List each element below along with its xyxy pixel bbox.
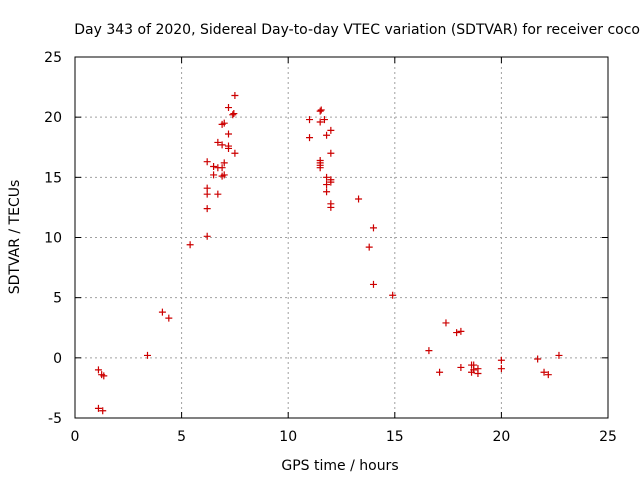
x-axis-label: GPS time / hours — [281, 458, 398, 474]
data-point — [225, 130, 233, 138]
data-point — [457, 327, 465, 335]
x-tick-label: 10 — [279, 429, 297, 445]
data-point — [323, 173, 331, 181]
data-point — [316, 107, 324, 115]
data-point — [544, 371, 552, 379]
y-tick-label: 20 — [44, 110, 62, 126]
data-point — [210, 163, 218, 171]
data-point — [230, 110, 238, 118]
data-point — [365, 243, 373, 251]
data-point — [94, 404, 102, 412]
data-point — [470, 366, 478, 374]
data-point — [327, 149, 335, 157]
data-point — [457, 363, 465, 371]
x-tick-label: 5 — [177, 429, 186, 445]
data-point — [497, 365, 505, 373]
y-tick-label: 5 — [53, 291, 62, 307]
data-point — [320, 116, 328, 124]
data-point — [99, 407, 107, 415]
data-point — [453, 329, 461, 337]
data-point — [220, 171, 228, 179]
data-point — [316, 118, 324, 126]
axis-ticks — [74, 56, 609, 419]
data-point — [231, 92, 239, 100]
data-point — [540, 368, 548, 376]
data-point — [316, 164, 324, 172]
data-point — [214, 138, 222, 146]
data-point — [534, 355, 542, 363]
data-point — [306, 134, 314, 142]
data-point — [165, 314, 173, 322]
data-point — [555, 351, 563, 359]
data-point — [186, 241, 194, 249]
data-point — [231, 149, 239, 157]
data-point — [229, 111, 237, 119]
y-axis-label: SDTVAR / TECUs — [7, 180, 23, 295]
data-point — [100, 372, 108, 380]
data-point — [323, 131, 331, 139]
y-tick-label: 0 — [53, 351, 62, 367]
data-point — [442, 319, 450, 327]
data-point — [327, 203, 335, 211]
data-point — [158, 308, 166, 316]
data-point — [225, 104, 233, 112]
data-point — [203, 158, 211, 166]
y-tick-label: 10 — [44, 231, 62, 247]
data-point — [323, 188, 331, 196]
data-point — [203, 205, 211, 213]
tick-labels: 0 5 10 15 20 25 -5 0 5 10 15 20 25 — [44, 50, 617, 445]
data-point — [327, 178, 335, 186]
data-point — [317, 106, 325, 114]
data-point — [327, 126, 335, 134]
x-tick-label: 25 — [599, 429, 617, 445]
x-tick-label: 15 — [386, 429, 404, 445]
y-tick-label: 25 — [44, 50, 62, 66]
data-point — [94, 366, 102, 374]
data-point — [306, 116, 314, 124]
x-tick-label: 0 — [71, 429, 80, 445]
data-point — [497, 356, 505, 364]
data-point — [143, 351, 151, 359]
grid-lines — [75, 57, 608, 418]
data-point — [369, 224, 377, 232]
data-point — [425, 347, 433, 355]
chart-title: Day 343 of 2020, Sidereal Day-to-day VTE… — [74, 22, 640, 38]
data-point — [220, 119, 228, 127]
data-point — [355, 195, 363, 203]
y-tick-label: -5 — [48, 411, 62, 427]
data-point — [218, 141, 226, 149]
y-tick-label: 15 — [44, 170, 62, 186]
data-points — [94, 92, 563, 415]
data-point — [220, 159, 228, 167]
data-point — [369, 280, 377, 288]
data-point — [389, 291, 397, 299]
x-tick-label: 20 — [492, 429, 510, 445]
data-point — [203, 184, 211, 192]
data-point — [218, 164, 226, 172]
data-point — [225, 142, 233, 150]
data-point — [474, 369, 482, 377]
data-point — [203, 232, 211, 240]
data-point — [436, 368, 444, 376]
data-point — [214, 190, 222, 198]
data-point — [323, 181, 331, 189]
data-point — [210, 171, 218, 179]
data-point — [203, 190, 211, 198]
